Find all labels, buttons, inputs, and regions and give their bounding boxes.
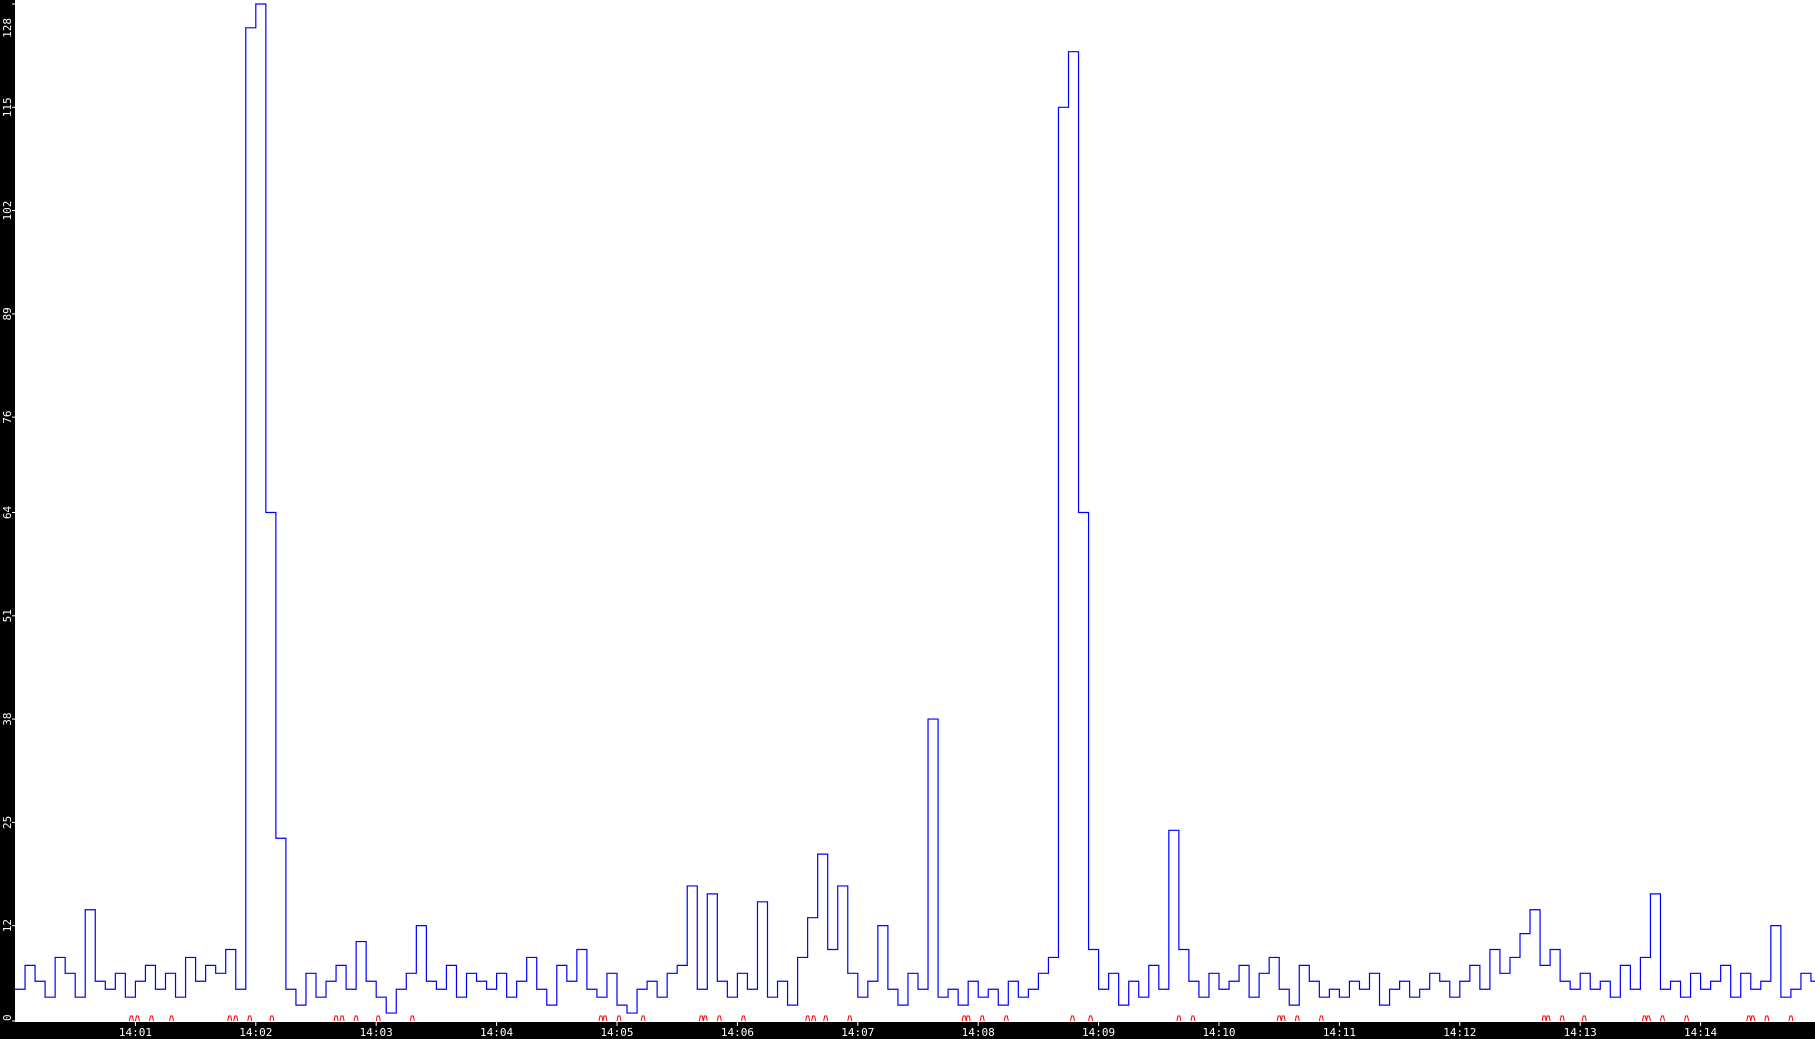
- event-marker: [128, 1015, 134, 1022]
- event-marker: [805, 1015, 811, 1022]
- x-tick-label: 14:03: [360, 1026, 393, 1039]
- x-tick-label: 14:06: [721, 1026, 754, 1039]
- event-marker: [247, 1015, 253, 1022]
- event-marker: [1003, 1015, 1009, 1022]
- y-tick-label: 89: [1, 307, 14, 320]
- event-marker: [333, 1015, 339, 1022]
- x-tick-label: 14:07: [841, 1026, 874, 1039]
- event-marker: [1750, 1015, 1756, 1022]
- event-marker: [1659, 1015, 1665, 1022]
- event-marker: [148, 1015, 154, 1022]
- event-marker: [375, 1015, 381, 1022]
- event-marker: [716, 1015, 722, 1022]
- event-marker: [1559, 1015, 1565, 1022]
- x-tick-label: 14:14: [1684, 1026, 1717, 1039]
- x-tick-label: 14:05: [600, 1026, 633, 1039]
- event-marker: [740, 1015, 746, 1022]
- event-marker: [269, 1015, 275, 1022]
- event-marker: [702, 1015, 708, 1022]
- event-marker: [698, 1015, 704, 1022]
- event-marker: [965, 1015, 971, 1022]
- event-marker: [616, 1015, 622, 1022]
- series-layer: [15, 3, 1815, 1014]
- x-tick-label: 14:01: [119, 1026, 152, 1039]
- event-marker: [1280, 1015, 1286, 1022]
- y-tick-label: 12: [1, 919, 14, 932]
- x-axis: 14:01 14:02 14:03 14:04 14:05 14:06 14:07 14:08…: [119, 1022, 1718, 1039]
- event-marker: [134, 1015, 140, 1022]
- event-marker: [1318, 1015, 1324, 1022]
- event-marker: [979, 1015, 985, 1022]
- event-marker: [1764, 1015, 1770, 1022]
- event-marker: [1541, 1015, 1547, 1022]
- event-marker: [823, 1015, 829, 1022]
- y-tick-label: 0: [1, 1014, 14, 1021]
- x-tick-label: 14:10: [1202, 1026, 1235, 1039]
- event-marker: [339, 1015, 345, 1022]
- event-marker: [602, 1015, 608, 1022]
- y-tick-label: 128: [1, 18, 14, 38]
- series-line: [15, 3, 1815, 1014]
- event-marker: [1276, 1015, 1282, 1022]
- x-axis-strip: [0, 1022, 1815, 1039]
- y-tick-label: 76: [1, 411, 14, 424]
- event-marker: [1545, 1015, 1551, 1022]
- event-marker: [169, 1015, 175, 1022]
- x-tick-label: 14:12: [1443, 1026, 1476, 1039]
- event-marker: [1581, 1015, 1587, 1022]
- y-tick-label: 64: [1, 506, 14, 520]
- event-marker: [1684, 1015, 1690, 1022]
- y-tick-label: 38: [1, 712, 14, 725]
- event-marker: [1176, 1015, 1182, 1022]
- x-tick-label: 14:09: [1082, 1026, 1115, 1039]
- event-marker: [353, 1015, 359, 1022]
- events-layer: [128, 1015, 1794, 1022]
- event-marker: [1070, 1015, 1076, 1022]
- y-tick-label: 25: [1, 816, 14, 829]
- x-tick-label: 14:11: [1323, 1026, 1356, 1039]
- event-marker: [811, 1015, 817, 1022]
- y-tick-label: 51: [1, 609, 14, 622]
- event-marker: [1088, 1015, 1094, 1022]
- event-marker: [1746, 1015, 1752, 1022]
- event-marker: [961, 1015, 967, 1022]
- event-marker: [847, 1015, 853, 1022]
- x-tick-label: 14:08: [962, 1026, 995, 1039]
- y-axis: 0 12 25 38 51 64 76 89 102 115 128: [1, 3, 15, 1022]
- event-marker: [233, 1015, 239, 1022]
- event-marker: [1190, 1015, 1196, 1022]
- event-marker: [409, 1015, 415, 1022]
- event-marker: [640, 1015, 646, 1022]
- event-marker: [1294, 1015, 1300, 1022]
- y-tick-label: 102: [1, 201, 14, 221]
- event-marker: [1788, 1015, 1794, 1022]
- x-tick-label: 14:13: [1564, 1026, 1597, 1039]
- event-marker: [598, 1015, 604, 1022]
- x-tick-label: 14:04: [480, 1026, 513, 1039]
- plot-area: [15, 0, 1815, 1022]
- event-marker: [1645, 1015, 1651, 1022]
- y-axis-strip: [0, 0, 15, 1039]
- x-tick-label: 14:02: [239, 1026, 272, 1039]
- y-tick-label: 115: [1, 97, 14, 117]
- event-marker: [1641, 1015, 1647, 1022]
- event-marker: [227, 1015, 233, 1022]
